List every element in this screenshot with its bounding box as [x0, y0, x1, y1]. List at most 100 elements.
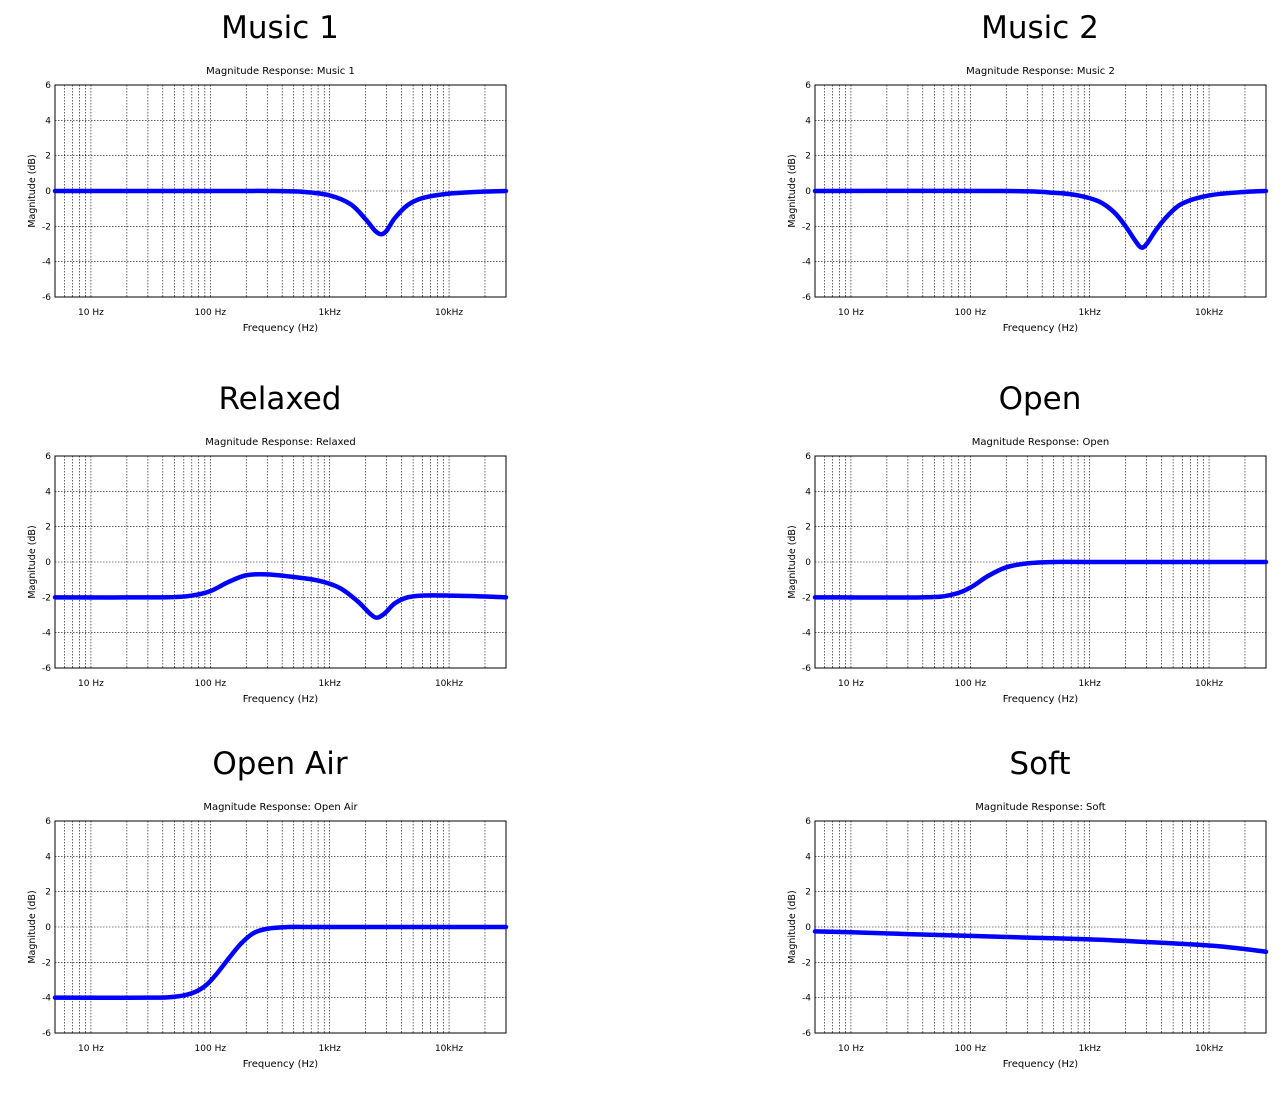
panel-heading: Open: [998, 381, 1082, 417]
magnitude-response-line: [52, 571, 509, 620]
x-axis-label: Frequency (Hz): [1003, 1059, 1079, 1070]
y-tick-label: -4: [42, 258, 51, 268]
chart-title: Magnitude Response: Soft: [975, 802, 1106, 813]
y-axis-label: Magnitude (dB): [787, 890, 798, 963]
y-tick-label: -4: [802, 258, 811, 268]
y-tick-label: -6: [802, 293, 811, 303]
y-tick-label: 4: [805, 852, 811, 862]
x-tick-label: 100 Hz: [195, 1044, 227, 1054]
x-tick-label: 10kHz: [435, 1044, 463, 1054]
magnitude-response-chart: Magnitude Response: Relaxed 6 4 2 0 -2 -4 -6 10 …: [27, 437, 509, 705]
x-tick-label: 1kHz: [1078, 308, 1101, 318]
magnitude-response-line: [52, 924, 509, 1000]
x-tick-label: 10kHz: [435, 308, 463, 318]
y-tick-label: 0: [45, 923, 51, 933]
y-tick-label: -2: [42, 222, 51, 232]
y-tick-label: 2: [805, 523, 811, 533]
y-axis-label: Magnitude (dB): [787, 525, 798, 598]
y-tick-label: 0: [805, 923, 811, 933]
y-tick-label: -2: [42, 958, 51, 968]
y-tick-label: -6: [802, 664, 811, 674]
y-tick-label: 4: [45, 487, 51, 497]
y-axis-label: Magnitude (dB): [787, 154, 798, 227]
panel-heading: Music 1: [221, 10, 339, 46]
x-tick-label: 10 Hz: [838, 1044, 864, 1054]
y-tick-label: -2: [802, 958, 811, 968]
magnitude-response-chart: Magnitude Response: Music 2 6 4 2 0 -2 -4 -6 10 …: [787, 66, 1269, 334]
panel-heading: Open Air: [212, 746, 348, 782]
x-tick-label: 1kHz: [1078, 679, 1101, 689]
x-axis-label: Frequency (Hz): [1003, 694, 1079, 705]
chart-panel-relaxed: Relaxed Magnitude Response: Relaxed 6 4 2 0 -…: [0, 371, 560, 731]
x-tick-label: 10 Hz: [78, 1044, 104, 1054]
x-tick-label: 10 Hz: [838, 308, 864, 318]
x-tick-label: 1kHz: [318, 1044, 341, 1054]
x-tick-label: 10 Hz: [838, 679, 864, 689]
y-tick-label: 2: [45, 523, 51, 533]
x-tick-label: 10kHz: [435, 679, 463, 689]
y-tick-label: 0: [805, 187, 811, 197]
x-tick-label: 1kHz: [318, 308, 341, 318]
y-tick-label: 6: [45, 452, 51, 462]
magnitude-response-chart: Magnitude Response: Open 6 4 2 0 -2 -4 -6 10 Hz 1…: [787, 437, 1269, 705]
y-tick-label: 6: [805, 81, 811, 91]
x-tick-label: 100 Hz: [195, 679, 227, 689]
x-tick-label: 1kHz: [318, 679, 341, 689]
x-axis-label: Frequency (Hz): [243, 694, 319, 705]
magnitude-response-line: [812, 929, 1269, 954]
chart-title: Magnitude Response: Music 2: [966, 66, 1115, 77]
x-tick-label: 100 Hz: [195, 308, 227, 318]
x-tick-label: 10kHz: [1195, 308, 1223, 318]
chart-panel-open: Open Magnitude Response: Open 6 4 2 0 -2 -4 -6 1…: [760, 371, 1284, 731]
y-axis-label: Magnitude (dB): [27, 890, 38, 963]
x-axis-label: Frequency (Hz): [1003, 323, 1079, 334]
chart-panel-open-air: Open Air Magnitude Response: Open Air 6 4 2…: [0, 736, 560, 1096]
y-tick-label: -6: [42, 664, 51, 674]
chart-panel-soft: Soft Magnitude Response: Soft 6 4 2 0 -2 -4 -6 1…: [760, 736, 1284, 1096]
y-tick-label: 0: [45, 558, 51, 568]
y-tick-label: 4: [45, 852, 51, 862]
magnitude-response-line: [52, 188, 509, 237]
x-tick-label: 10 Hz: [78, 308, 104, 318]
chart-title: Magnitude Response: Relaxed: [205, 437, 355, 448]
y-tick-label: -2: [42, 593, 51, 603]
y-tick-label: 2: [805, 152, 811, 162]
y-tick-label: 6: [805, 817, 811, 827]
grid: [54, 456, 507, 668]
y-tick-label: -4: [42, 994, 51, 1004]
panel-heading: Soft: [1009, 746, 1071, 782]
x-axis-label: Frequency (Hz): [243, 323, 319, 334]
chart-panel-music-1: Music 1 Magnitude Response: Music 1 6 4 2 0 -…: [0, 0, 560, 360]
x-tick-label: 100 Hz: [955, 308, 987, 318]
y-axis-label: Magnitude (dB): [27, 154, 38, 227]
chart-title: Magnitude Response: Open Air: [203, 802, 358, 813]
magnitude-response-chart: Magnitude Response: Music 1 6 4 2 0 -2 -4 -6 10 …: [27, 66, 509, 334]
y-tick-label: -4: [802, 994, 811, 1004]
plot-frame: [814, 820, 1267, 1034]
y-tick-label: 2: [45, 888, 51, 898]
magnitude-response-chart: Magnitude Response: Soft 6 4 2 0 -2 -4 -6 10 Hz 1…: [787, 802, 1269, 1070]
y-tick-label: 4: [45, 116, 51, 126]
grid: [814, 821, 1267, 1033]
chart-title: Magnitude Response: Music 1: [206, 66, 355, 77]
y-tick-label: -4: [802, 629, 811, 639]
y-tick-label: 4: [805, 487, 811, 497]
y-tick-label: -2: [802, 593, 811, 603]
x-tick-label: 10 Hz: [78, 679, 104, 689]
x-axis-label: Frequency (Hz): [243, 1059, 319, 1070]
chart-panel-music-2: Music 2 Magnitude Response: Music 2 6 4 2 0 -…: [760, 0, 1284, 360]
x-tick-label: 10kHz: [1195, 1044, 1223, 1054]
panel-heading: Music 2: [981, 10, 1099, 46]
y-tick-label: -6: [802, 1029, 811, 1039]
magnitude-response-line: [812, 559, 1269, 600]
x-tick-label: 10kHz: [1195, 679, 1223, 689]
x-tick-label: 100 Hz: [955, 679, 987, 689]
magnitude-response-line: [812, 188, 1269, 250]
y-tick-label: 0: [805, 558, 811, 568]
y-tick-label: 6: [45, 817, 51, 827]
y-tick-label: 6: [805, 452, 811, 462]
y-tick-label: -6: [42, 1029, 51, 1039]
chart-title: Magnitude Response: Open: [972, 437, 1109, 448]
y-tick-label: 4: [805, 116, 811, 126]
y-axis-label: Magnitude (dB): [27, 525, 38, 598]
